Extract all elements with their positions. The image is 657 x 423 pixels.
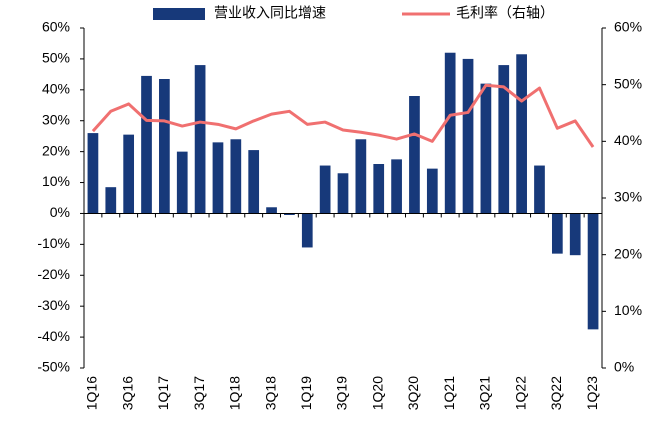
bar bbox=[230, 139, 242, 214]
bar bbox=[212, 142, 224, 214]
bar bbox=[194, 65, 206, 214]
y-tick-label: 40% bbox=[42, 81, 70, 97]
line bbox=[91, 83, 595, 148]
bar bbox=[319, 165, 331, 214]
x-tick-label: 1Q23 bbox=[584, 376, 600, 410]
y2-tick-label: 0% bbox=[614, 359, 634, 375]
bar bbox=[534, 165, 545, 214]
x-tick-label: 1Q16 bbox=[84, 376, 100, 410]
bar bbox=[337, 173, 349, 214]
bar bbox=[409, 96, 420, 214]
bar bbox=[141, 75, 152, 214]
x-tick-label: 3Q18 bbox=[262, 376, 278, 410]
bar bbox=[516, 54, 527, 214]
x-tick-label: 3Q21 bbox=[477, 376, 493, 410]
y-tick-label: -50% bbox=[37, 359, 70, 375]
bar bbox=[444, 52, 456, 214]
y2-tick-label: 10% bbox=[614, 302, 642, 318]
y-tick-label: 30% bbox=[42, 111, 70, 127]
y2-tick-label: 20% bbox=[614, 245, 642, 261]
legend-swatch bbox=[153, 8, 205, 20]
x-tick-label: 3Q17 bbox=[191, 376, 207, 410]
y2-tick-label: 40% bbox=[614, 132, 642, 148]
bar bbox=[551, 213, 563, 254]
bar bbox=[176, 151, 188, 214]
x-tick-label: 3Q22 bbox=[548, 376, 564, 410]
x-tick-label: 1Q19 bbox=[298, 376, 314, 410]
y2-tick-label: 30% bbox=[614, 189, 642, 205]
x-tick-label: 1Q20 bbox=[369, 376, 385, 410]
y-tick-label: 20% bbox=[42, 142, 70, 158]
x-tick-label: 1Q18 bbox=[227, 376, 243, 410]
y-tick-label: 0% bbox=[50, 204, 70, 220]
bar bbox=[569, 213, 581, 256]
y-tick-label: 10% bbox=[42, 173, 70, 189]
bar bbox=[426, 168, 438, 214]
x-tick-label: 3Q16 bbox=[119, 376, 135, 410]
x-tick-label: 3Q19 bbox=[334, 376, 350, 410]
bar bbox=[248, 150, 260, 214]
bar bbox=[87, 133, 99, 214]
bar bbox=[373, 164, 385, 214]
y2-tick-label: 60% bbox=[614, 19, 642, 35]
bar bbox=[284, 213, 295, 215]
bar bbox=[266, 207, 277, 214]
bar bbox=[498, 65, 510, 214]
y2-tick-label: 50% bbox=[614, 75, 642, 91]
y-tick-label: 50% bbox=[42, 50, 70, 66]
bar bbox=[123, 134, 135, 214]
y-tick-label: -40% bbox=[37, 328, 70, 344]
bar bbox=[159, 79, 170, 214]
bar bbox=[391, 159, 402, 214]
y-tick-label: -10% bbox=[37, 235, 70, 251]
bar bbox=[105, 187, 117, 214]
bar bbox=[355, 139, 367, 214]
bar bbox=[301, 213, 313, 248]
bar bbox=[480, 83, 492, 214]
legend-label: 毛利率（右轴） bbox=[456, 5, 554, 21]
bar bbox=[462, 58, 474, 214]
x-tick-label: 1Q22 bbox=[512, 376, 528, 410]
legend-label: 营业收入同比增速 bbox=[214, 5, 326, 21]
x-tick-label: 1Q17 bbox=[155, 376, 171, 410]
y-tick-label: -20% bbox=[37, 266, 70, 282]
y-tick-label: 60% bbox=[42, 19, 70, 35]
x-tick-label: 1Q21 bbox=[441, 376, 457, 410]
y-tick-label: -30% bbox=[37, 297, 70, 313]
bar bbox=[587, 213, 599, 330]
x-tick-label: 3Q20 bbox=[405, 376, 421, 410]
